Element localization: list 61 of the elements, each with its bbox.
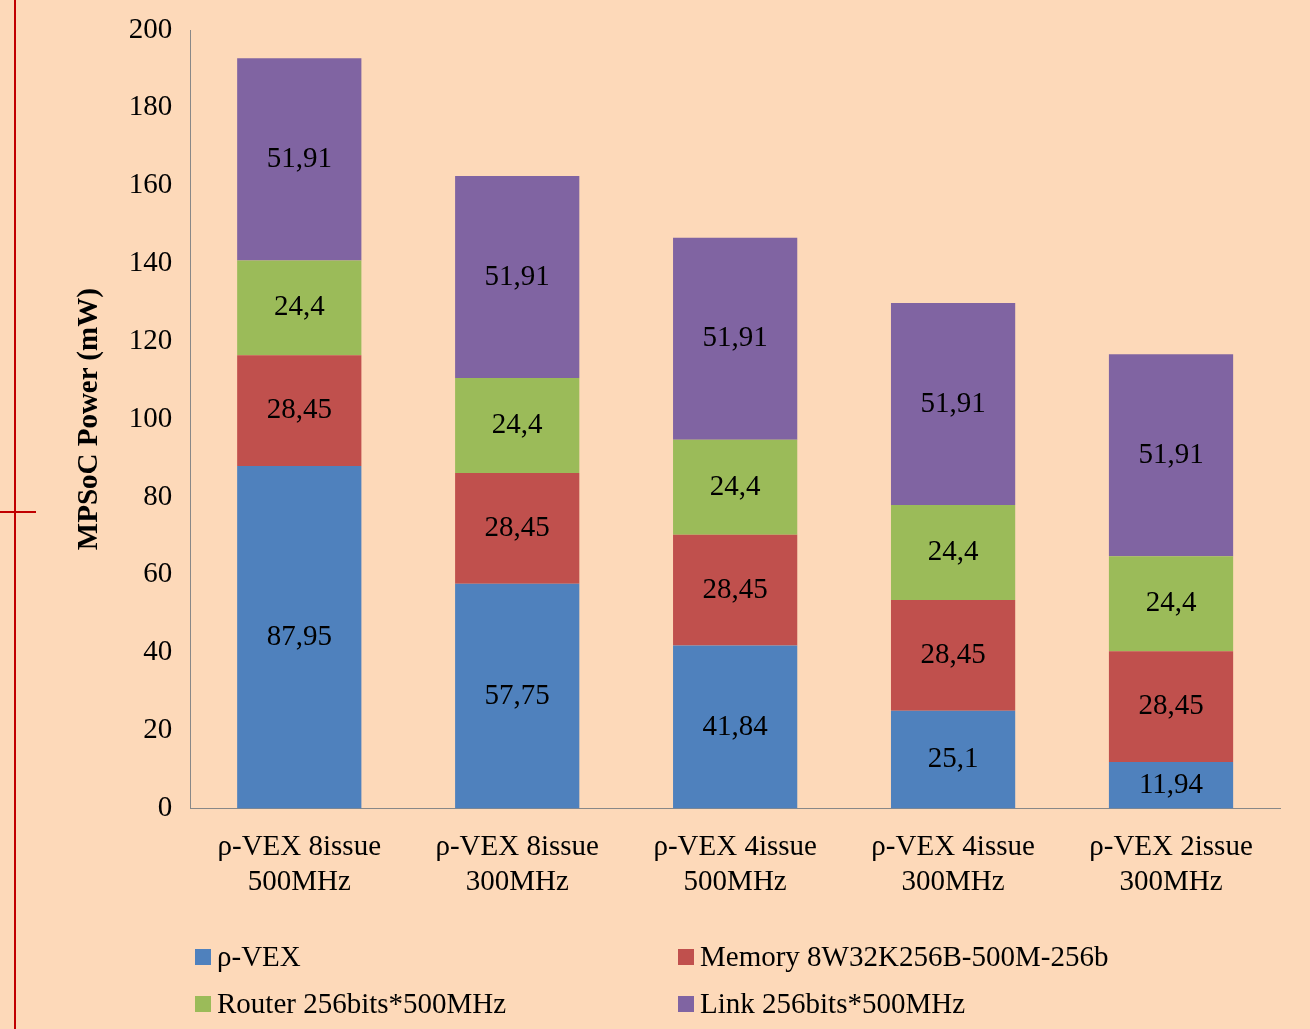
data-label: 24,4 [1145,585,1197,618]
data-label: 51,91 [702,320,768,353]
data-label: 25,1 [927,741,979,774]
data-label: 28,45 [702,571,768,604]
bar [673,439,798,535]
bar [890,710,1016,809]
y-tick-label: 140 [128,245,173,278]
x-tick-label: ρ-VEX 4issue 300MHz [871,829,1035,897]
bar [1108,556,1234,652]
y-tick-label: 100 [128,400,173,433]
legend-label: Memory 8W32K256B-500M-256b [699,940,1110,973]
y-tick-label: 60 [143,556,173,589]
data-label: 28,45 [1138,688,1204,721]
data-label: 51,91 [920,385,986,418]
bar [890,302,1016,506]
legend-label: Link 256bits*500MHz [699,987,967,1020]
bar [237,260,362,356]
x-tick-label: ρ-VEX 8issue 500MHz [217,829,382,897]
x-tick-label: ρ-VEX 2issue 300MHz [1089,829,1253,897]
data-label: 51,91 [1138,436,1204,469]
x-tick-label: ρ-VEX 8issue 300MHz [435,829,599,897]
bar [237,355,362,467]
legend-label: Router 256bits*500MHz [216,987,508,1020]
data-label: 24,4 [709,468,762,501]
y-tick-label: 40 [143,634,173,667]
data-label: 57,75 [484,677,550,710]
bar [1108,761,1234,809]
bar [890,505,1016,600]
y-tick-label: 160 [128,167,173,200]
data-label: 24,4 [491,407,544,440]
data-label: 11,94 [1138,766,1204,799]
bar [890,599,1016,711]
data-label: 87,95 [266,618,332,651]
bar [455,377,580,473]
y-tick-label: 0 [157,790,173,823]
data-label: 28,45 [266,392,332,425]
bar [237,58,362,261]
bar [673,534,798,646]
bar [1108,354,1234,557]
data-label: 28,45 [484,509,550,542]
y-tick-label: 120 [128,322,173,355]
x-tick-label: ρ-VEX 4issue 500MHz [653,829,817,897]
data-label: 41,84 [702,708,769,741]
y-tick-label: 200 [128,11,173,44]
y-tick-label: 20 [143,712,173,745]
y-tick-label: 80 [143,478,173,511]
legend-label: ρ-VEX [216,940,302,973]
data-label: 24,4 [927,534,979,567]
bar [455,583,580,809]
bar [1108,651,1234,762]
bar [673,645,798,809]
bar [455,175,580,378]
y-axis-title: MPSoC Power (mW) [70,288,104,551]
data-label: 51,91 [484,258,550,291]
data-label: 51,91 [266,141,332,173]
data-label: 28,45 [920,636,986,669]
y-tick-label: 180 [128,89,173,122]
data-label: 24,4 [273,289,326,322]
bar [673,237,798,440]
bar [237,466,362,809]
bar [455,472,580,584]
